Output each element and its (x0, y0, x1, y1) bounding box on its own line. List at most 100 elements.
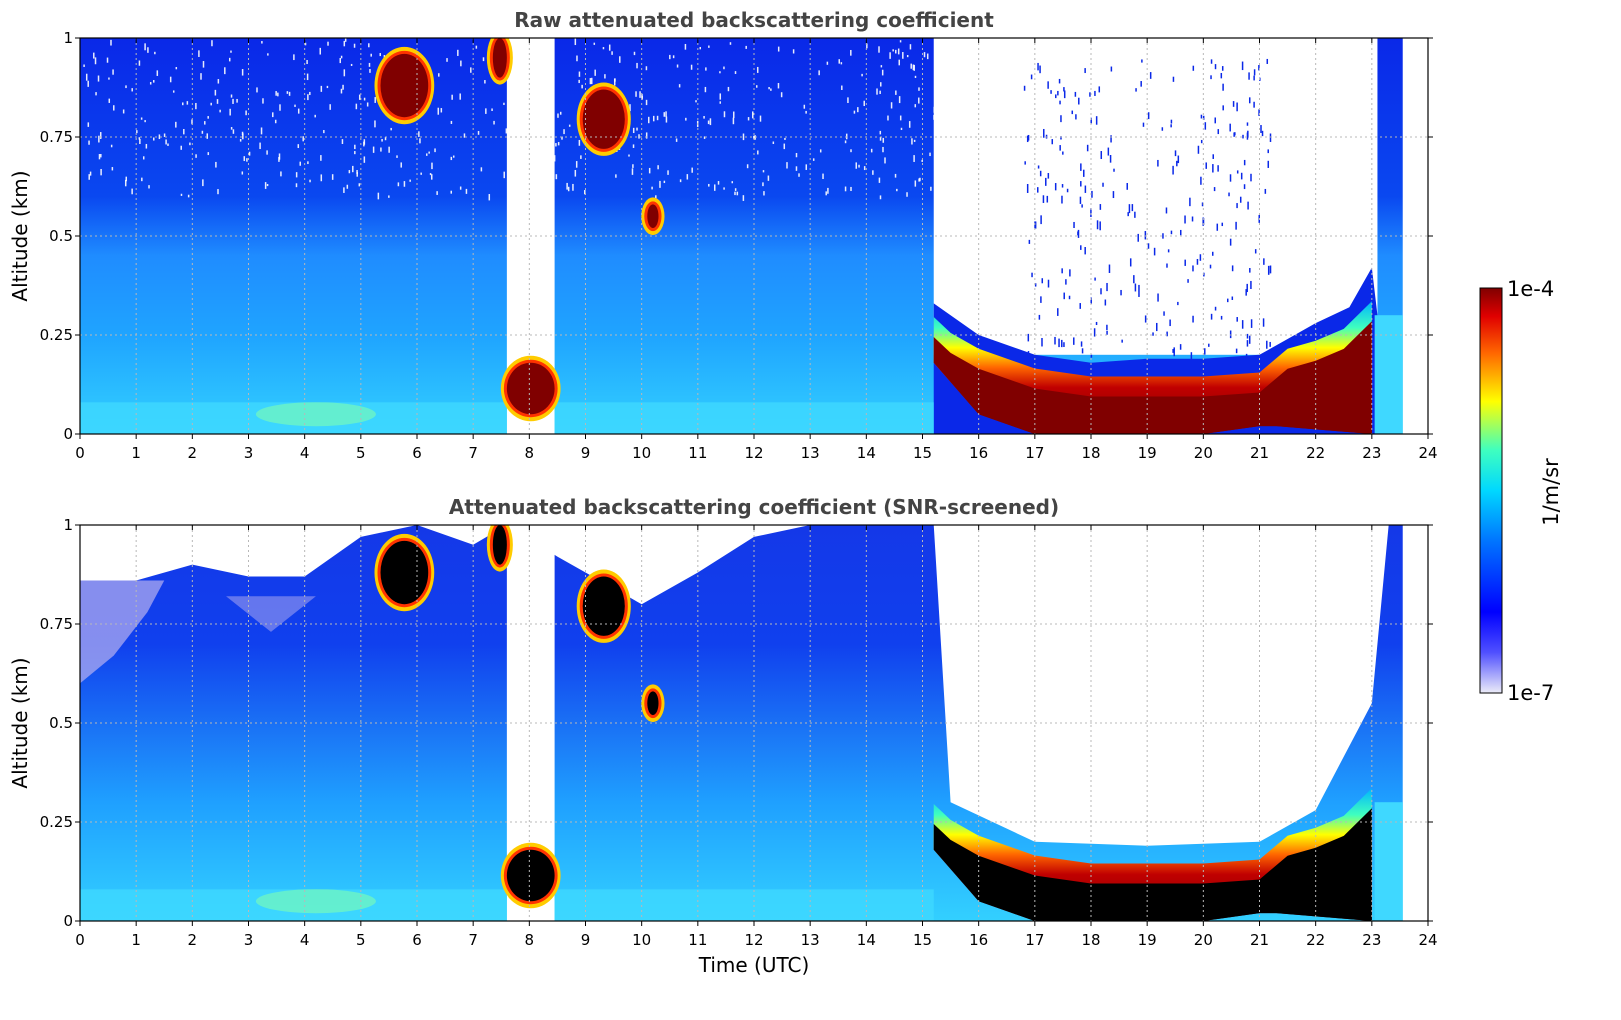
noise-pixel (1163, 311, 1165, 315)
noise-pixel (708, 184, 710, 187)
noise-pixel (354, 44, 356, 48)
noise-pixel (1145, 315, 1147, 322)
noise-pixel (1102, 183, 1104, 187)
noise-pixel (639, 91, 641, 98)
noise-pixel (298, 109, 300, 114)
noise-pixel (484, 80, 486, 83)
noise-pixel (579, 140, 581, 146)
cloud-layer (493, 525, 507, 565)
noise-pixel (1242, 135, 1244, 139)
noise-pixel (1269, 342, 1271, 347)
noise-pixel (900, 116, 902, 121)
x-tick-label: 9 (581, 444, 591, 462)
noise-pixel (1255, 249, 1257, 253)
noise-pixel (90, 172, 92, 176)
x-tick-label: 17 (1025, 444, 1044, 462)
noise-pixel (146, 144, 148, 149)
noise-pixel (1111, 67, 1113, 72)
noise-pixel (404, 181, 406, 187)
noise-pixel (341, 89, 343, 94)
noise-pixel (339, 58, 341, 63)
noise-pixel (131, 88, 133, 91)
noise-pixel (1078, 98, 1080, 105)
cloud-layer (507, 363, 555, 414)
noise-pixel (1069, 296, 1071, 299)
noise-pixel (396, 155, 398, 158)
noise-pixel (1240, 197, 1242, 203)
noise-pixel (889, 52, 891, 59)
noise-pixel (342, 85, 344, 90)
noise-pixel (1166, 207, 1168, 213)
noise-pixel (1268, 266, 1270, 275)
noise-pixel (98, 76, 100, 82)
noise-pixel (112, 167, 114, 170)
noise-pixel (756, 85, 758, 87)
x-tick-label: 0 (75, 931, 85, 949)
noise-pixel (176, 67, 178, 69)
noise-pixel (204, 121, 206, 124)
noise-pixel (857, 107, 859, 112)
noise-pixel (1192, 217, 1194, 222)
x-tick-label: 2 (188, 444, 198, 462)
noise-pixel (451, 95, 453, 100)
noise-pixel (256, 87, 258, 92)
noise-pixel (913, 155, 915, 162)
noise-pixel (1222, 223, 1224, 226)
noise-pixel (653, 116, 655, 121)
noise-pixel (279, 104, 281, 110)
noise-pixel (1178, 156, 1180, 164)
noise-pixel (568, 187, 570, 191)
noise-pixel (110, 40, 112, 46)
noise-pixel (887, 116, 889, 121)
noise-pixel (804, 105, 806, 109)
noise-pixel (1247, 340, 1249, 346)
noise-pixel (763, 170, 765, 172)
y-axis-label: Altitude (km) (8, 657, 32, 788)
noise-pixel (1037, 63, 1039, 70)
noise-pixel (854, 111, 856, 114)
noise-pixel (679, 84, 681, 87)
noise-pixel (244, 156, 246, 161)
noise-pixel (576, 161, 578, 168)
noise-pixel (98, 136, 100, 143)
noise-pixel (906, 192, 908, 197)
x-tick-label: 18 (1081, 931, 1100, 949)
noise-pixel (632, 164, 634, 168)
noise-pixel (714, 184, 716, 190)
noise-pixel (1221, 316, 1223, 320)
noise-pixel (667, 170, 669, 175)
noise-pixel (556, 174, 558, 179)
noise-pixel (907, 55, 909, 57)
noise-pixel (1080, 245, 1082, 250)
x-tick-label: 10 (632, 444, 651, 462)
noise-pixel (434, 148, 436, 152)
noise-pixel (1099, 221, 1101, 230)
noise-pixel (580, 155, 582, 159)
noise-pixel (111, 145, 113, 148)
noise-pixel (314, 115, 316, 118)
cloud-layer (380, 541, 428, 604)
noise-pixel (1043, 129, 1045, 138)
noise-pixel (882, 147, 884, 152)
noise-pixel (841, 62, 843, 64)
x-tick-label: 21 (1250, 444, 1269, 462)
noise-pixel (910, 64, 912, 69)
noise-pixel (88, 122, 90, 126)
noise-pixel (1065, 279, 1067, 284)
noise-pixel (217, 99, 219, 104)
noise-pixel (680, 179, 682, 182)
noise-pixel (1156, 323, 1158, 331)
noise-pixel (202, 179, 204, 186)
noise-pixel (275, 91, 277, 96)
noise-pixel (1027, 184, 1029, 193)
noise-pixel (327, 86, 329, 88)
y-axis-label: Altitude (km) (8, 170, 32, 301)
noise-pixel (1217, 165, 1219, 171)
noise-pixel (763, 191, 765, 195)
noise-pixel (489, 194, 491, 200)
noise-pixel (1192, 265, 1194, 271)
noise-pixel (483, 57, 485, 61)
noise-pixel (930, 187, 932, 191)
cloud-layer (583, 89, 625, 148)
noise-pixel (460, 61, 462, 67)
